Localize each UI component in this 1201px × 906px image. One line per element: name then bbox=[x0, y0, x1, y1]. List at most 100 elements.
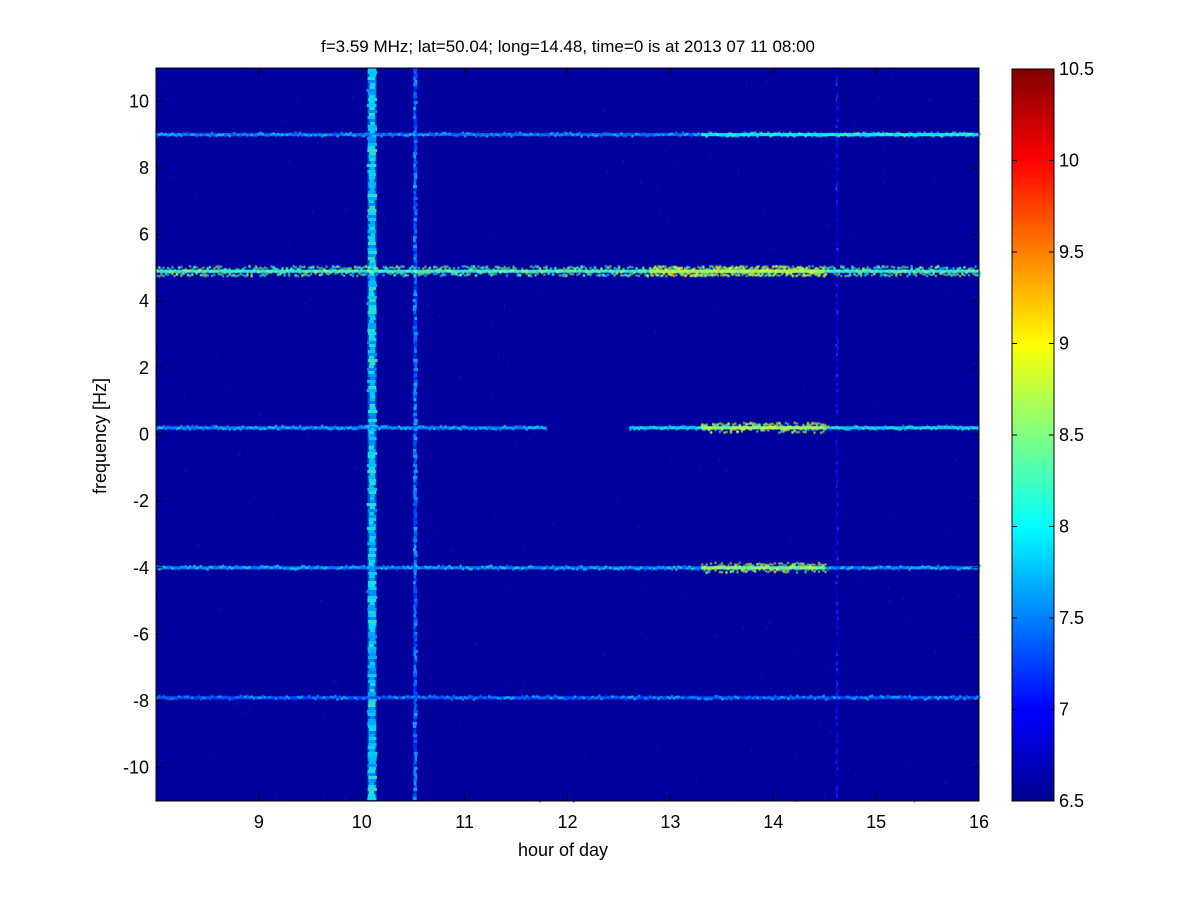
signal-band-speck bbox=[935, 427, 938, 430]
noise-speck bbox=[324, 513, 326, 516]
noise-speck bbox=[362, 85, 364, 88]
signal-band-speck bbox=[806, 274, 809, 277]
vertical-band-speck bbox=[835, 650, 838, 653]
noise-speck bbox=[752, 491, 754, 494]
noise-speck bbox=[621, 303, 623, 306]
noise-speck bbox=[965, 733, 967, 736]
signal-band-speck bbox=[250, 134, 253, 137]
signal-band-speck bbox=[233, 131, 236, 134]
signal-band-speck bbox=[831, 269, 834, 272]
signal-band-speck bbox=[685, 268, 688, 271]
vertical-band-speck bbox=[836, 644, 839, 647]
noise-speck bbox=[795, 631, 797, 635]
noise-speck bbox=[735, 304, 737, 307]
signal-band-speck bbox=[301, 428, 304, 431]
signal-band-speck bbox=[563, 273, 566, 275]
signal-band-speck bbox=[809, 426, 812, 429]
vertical-band-speck bbox=[835, 551, 838, 554]
vertical-band-speck bbox=[836, 317, 839, 320]
signal-band-speck bbox=[827, 268, 830, 271]
noise-speck bbox=[452, 481, 454, 484]
noise-speck bbox=[597, 404, 599, 407]
signal-band-speck bbox=[842, 267, 845, 270]
signal-band-speck bbox=[490, 274, 493, 277]
vertical-band-speck bbox=[836, 659, 839, 662]
noise-speck bbox=[785, 585, 787, 588]
signal-band-speck bbox=[695, 428, 698, 431]
signal-band-speck bbox=[224, 135, 227, 138]
signal-band-speck bbox=[710, 431, 713, 434]
noise-speck bbox=[523, 679, 525, 682]
signal-band-speck bbox=[818, 273, 821, 276]
signal-band-speck bbox=[877, 427, 880, 429]
noise-speck bbox=[870, 411, 872, 415]
signal-band-speck bbox=[415, 132, 418, 135]
signal-band-speck bbox=[725, 431, 728, 433]
vertical-band-speck bbox=[368, 440, 376, 443]
signal-band-speck bbox=[349, 426, 352, 429]
signal-band-speck bbox=[895, 427, 898, 430]
vertical-band-speck bbox=[368, 218, 377, 221]
noise-speck bbox=[287, 210, 289, 213]
signal-band-speck bbox=[481, 271, 484, 274]
signal-band-speck bbox=[230, 427, 233, 430]
signal-band-speck bbox=[464, 135, 467, 138]
noise-speck bbox=[198, 604, 200, 607]
signal-band-speck bbox=[695, 568, 698, 571]
vertical-band-speck bbox=[368, 491, 377, 494]
signal-band-speck bbox=[435, 272, 438, 275]
noise-speck bbox=[473, 285, 475, 289]
vertical-band-speck bbox=[368, 80, 377, 83]
signal-band-speck bbox=[307, 565, 310, 568]
signal-band-speck bbox=[387, 270, 390, 273]
noise-speck bbox=[543, 190, 545, 194]
signal-band-speck bbox=[904, 266, 907, 269]
signal-band-speck bbox=[901, 270, 904, 273]
noise-speck bbox=[883, 781, 885, 784]
vertical-band-speck bbox=[413, 740, 418, 743]
signal-band-speck bbox=[604, 565, 607, 568]
signal-band-speck bbox=[901, 269, 904, 271]
noise-speck bbox=[852, 476, 854, 479]
signal-band-speck bbox=[838, 269, 841, 272]
noise-speck bbox=[563, 150, 565, 153]
signal-band-speck bbox=[875, 268, 878, 271]
signal-band-speck bbox=[860, 427, 863, 430]
signal-band-speck bbox=[468, 268, 471, 271]
noise-speck bbox=[378, 325, 380, 328]
noise-speck bbox=[287, 631, 289, 635]
vertical-band-speck bbox=[414, 419, 418, 422]
signal-band-speck bbox=[503, 266, 506, 269]
noise-speck bbox=[198, 279, 200, 283]
signal-band-speck bbox=[314, 271, 317, 274]
signal-band-speck bbox=[391, 428, 394, 431]
signal-band-speck bbox=[827, 267, 830, 269]
signal-band-speck bbox=[734, 422, 737, 425]
signal-band-speck bbox=[751, 131, 754, 134]
signal-band-speck bbox=[310, 134, 313, 137]
signal-band-speck bbox=[759, 269, 762, 272]
noise-speck bbox=[325, 760, 327, 763]
vertical-band-speck bbox=[367, 170, 376, 173]
noise-speck bbox=[887, 586, 889, 590]
noise-speck bbox=[732, 593, 735, 596]
signal-band-speck bbox=[512, 428, 515, 431]
vertical-band-speck bbox=[836, 191, 839, 194]
vertical-band-speck bbox=[368, 530, 375, 533]
noise-speck bbox=[328, 744, 330, 747]
noise-speck bbox=[382, 476, 384, 480]
signal-band-speck bbox=[299, 271, 302, 274]
signal-band-speck bbox=[263, 266, 266, 269]
signal-band-speck bbox=[197, 270, 200, 273]
noise-speck bbox=[332, 470, 334, 474]
noise-speck bbox=[950, 520, 952, 524]
noise-speck bbox=[909, 436, 911, 440]
signal-band-speck bbox=[919, 132, 922, 135]
signal-band-speck bbox=[391, 135, 394, 138]
vertical-band-speck bbox=[413, 614, 416, 617]
noise-speck bbox=[882, 215, 884, 219]
noise-speck bbox=[830, 525, 832, 528]
vertical-band-speck bbox=[836, 758, 838, 761]
signal-band-speck bbox=[312, 266, 315, 269]
vertical-band-speck bbox=[413, 743, 417, 746]
